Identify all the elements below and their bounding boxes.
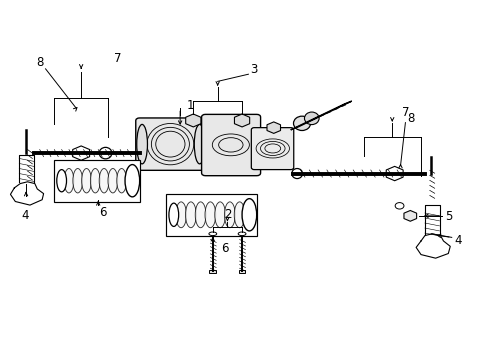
Ellipse shape [214,202,225,228]
Ellipse shape [137,125,147,164]
Polygon shape [415,234,449,258]
Polygon shape [140,119,254,169]
Polygon shape [234,114,249,127]
Ellipse shape [204,202,215,228]
FancyBboxPatch shape [201,114,260,176]
Ellipse shape [73,168,82,193]
Ellipse shape [242,199,256,231]
Text: 4: 4 [453,234,461,247]
Ellipse shape [238,232,245,235]
Text: 6: 6 [99,207,106,220]
Text: 2: 2 [223,208,231,221]
Bar [238,270,245,273]
Ellipse shape [64,168,74,193]
Ellipse shape [168,203,178,226]
Ellipse shape [57,170,66,192]
Ellipse shape [293,116,310,131]
Polygon shape [290,101,351,130]
Text: 8: 8 [36,56,43,69]
Ellipse shape [195,202,205,228]
Ellipse shape [291,168,302,179]
Ellipse shape [125,165,140,197]
Ellipse shape [304,112,319,125]
Ellipse shape [224,202,235,228]
Text: 4: 4 [21,210,29,222]
Ellipse shape [90,168,100,193]
Ellipse shape [175,202,186,228]
Ellipse shape [99,168,109,193]
Text: 7: 7 [114,51,121,64]
Bar [54,160,140,202]
Ellipse shape [394,203,403,209]
FancyBboxPatch shape [251,128,293,170]
Text: 7: 7 [401,106,408,119]
FancyBboxPatch shape [136,118,204,170]
Ellipse shape [108,168,118,193]
Polygon shape [10,182,43,205]
Bar [166,194,256,235]
Ellipse shape [81,168,91,193]
Polygon shape [73,146,89,160]
Bar [209,270,216,273]
Ellipse shape [208,232,216,235]
Text: 1: 1 [187,99,194,112]
Polygon shape [386,166,402,181]
Ellipse shape [194,125,204,164]
Text: 6: 6 [221,242,228,255]
Text: 5: 5 [444,210,451,223]
Text: 8: 8 [407,112,414,125]
Ellipse shape [117,168,126,193]
Ellipse shape [234,202,244,228]
Polygon shape [266,122,280,134]
Ellipse shape [99,147,112,159]
Ellipse shape [185,202,196,228]
Text: 3: 3 [250,63,257,76]
Polygon shape [403,211,416,221]
Polygon shape [185,114,201,127]
